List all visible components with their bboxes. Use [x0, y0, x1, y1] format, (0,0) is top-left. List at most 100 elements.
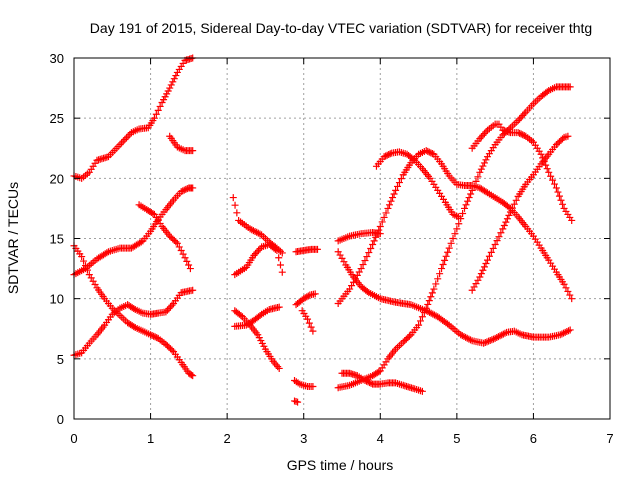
x-tick-label: 1: [147, 431, 154, 446]
data-point: [476, 168, 484, 176]
data-point: [418, 313, 426, 321]
data-point: [479, 266, 487, 274]
data-point: [483, 338, 491, 346]
data-point: [292, 398, 300, 406]
data-point: [78, 253, 86, 261]
data-point: [495, 233, 503, 241]
data-point: [395, 179, 403, 187]
data-point: [427, 293, 435, 301]
data-point: [563, 328, 571, 336]
data-point: [502, 218, 510, 226]
data-point: [434, 275, 442, 283]
data-point: [517, 130, 525, 138]
data-point: [271, 245, 279, 253]
data-point: [432, 280, 440, 288]
data-point: [156, 102, 164, 110]
data-point: [172, 238, 180, 246]
series-t15: [291, 397, 302, 406]
data-point: [430, 285, 438, 293]
data-point: [256, 230, 264, 238]
data-point: [168, 301, 176, 309]
data-point: [462, 201, 470, 209]
x-tick-label: 5: [453, 431, 460, 446]
data-point: [373, 230, 381, 238]
data-point: [477, 270, 485, 278]
data-point: [249, 227, 257, 235]
data-point: [233, 209, 241, 217]
data-point: [449, 235, 457, 242]
data-point: [512, 196, 520, 204]
data-point: [189, 286, 197, 294]
data-point: [376, 222, 384, 230]
data-point: [372, 233, 380, 241]
data-point: [179, 187, 187, 195]
data-point: [405, 332, 413, 340]
data-point: [488, 336, 496, 344]
data-point: [427, 149, 435, 157]
data-point: [367, 245, 375, 253]
data-point: [500, 222, 508, 230]
data-point: [365, 249, 373, 257]
data-point: [253, 248, 261, 256]
data-point: [453, 225, 461, 233]
data-point: [169, 78, 177, 86]
data-point: [480, 339, 488, 347]
data-point: [537, 150, 545, 158]
data-point: [180, 186, 188, 194]
data-point: [311, 290, 319, 298]
data-point: [231, 201, 239, 209]
data-point: [516, 129, 524, 137]
data-point: [501, 329, 509, 337]
data-point: [294, 398, 302, 406]
series-t17: [334, 248, 574, 347]
data-point: [427, 309, 435, 317]
series-t20: [338, 369, 426, 395]
data-point: [505, 211, 513, 219]
x-tick-label: 4: [377, 431, 384, 446]
data-point: [490, 335, 498, 343]
data-point: [554, 188, 562, 196]
data-point: [380, 153, 388, 161]
data-point: [253, 228, 261, 236]
data-point: [438, 265, 446, 273]
data-point: [177, 247, 185, 255]
data-point: [494, 333, 502, 341]
series-t13: [298, 307, 317, 335]
data-point: [461, 204, 469, 212]
data-point: [278, 268, 286, 276]
series-t14: [291, 376, 317, 391]
data-point: [444, 320, 452, 328]
data-point: [520, 110, 528, 118]
x-tick-label: 6: [530, 431, 537, 446]
data-point: [83, 266, 91, 274]
data-point: [439, 260, 447, 268]
data-point: [565, 327, 573, 335]
data-point: [124, 132, 132, 140]
y-tick-label: 10: [50, 292, 64, 307]
axis-ticks: [73, 57, 611, 420]
data-point: [503, 215, 511, 223]
data-point: [189, 372, 197, 380]
data-point: [175, 243, 183, 251]
data-point: [251, 227, 259, 235]
data-point: [566, 83, 574, 91]
data-point: [506, 208, 514, 216]
data-point: [137, 238, 145, 246]
data-point: [394, 182, 402, 190]
data-point: [248, 226, 256, 234]
data-point: [465, 194, 473, 202]
data-point: [305, 319, 313, 327]
data-point: [375, 368, 383, 376]
x-tick-label: 3: [300, 431, 307, 446]
data-point: [151, 333, 159, 341]
data-point: [493, 237, 501, 245]
series-t22: [468, 120, 576, 224]
data-point: [564, 132, 572, 140]
data-point: [385, 201, 393, 209]
data-point: [275, 303, 283, 311]
y-tick-label: 0: [57, 412, 64, 427]
data-point: [384, 204, 392, 212]
data-point: [482, 260, 490, 268]
